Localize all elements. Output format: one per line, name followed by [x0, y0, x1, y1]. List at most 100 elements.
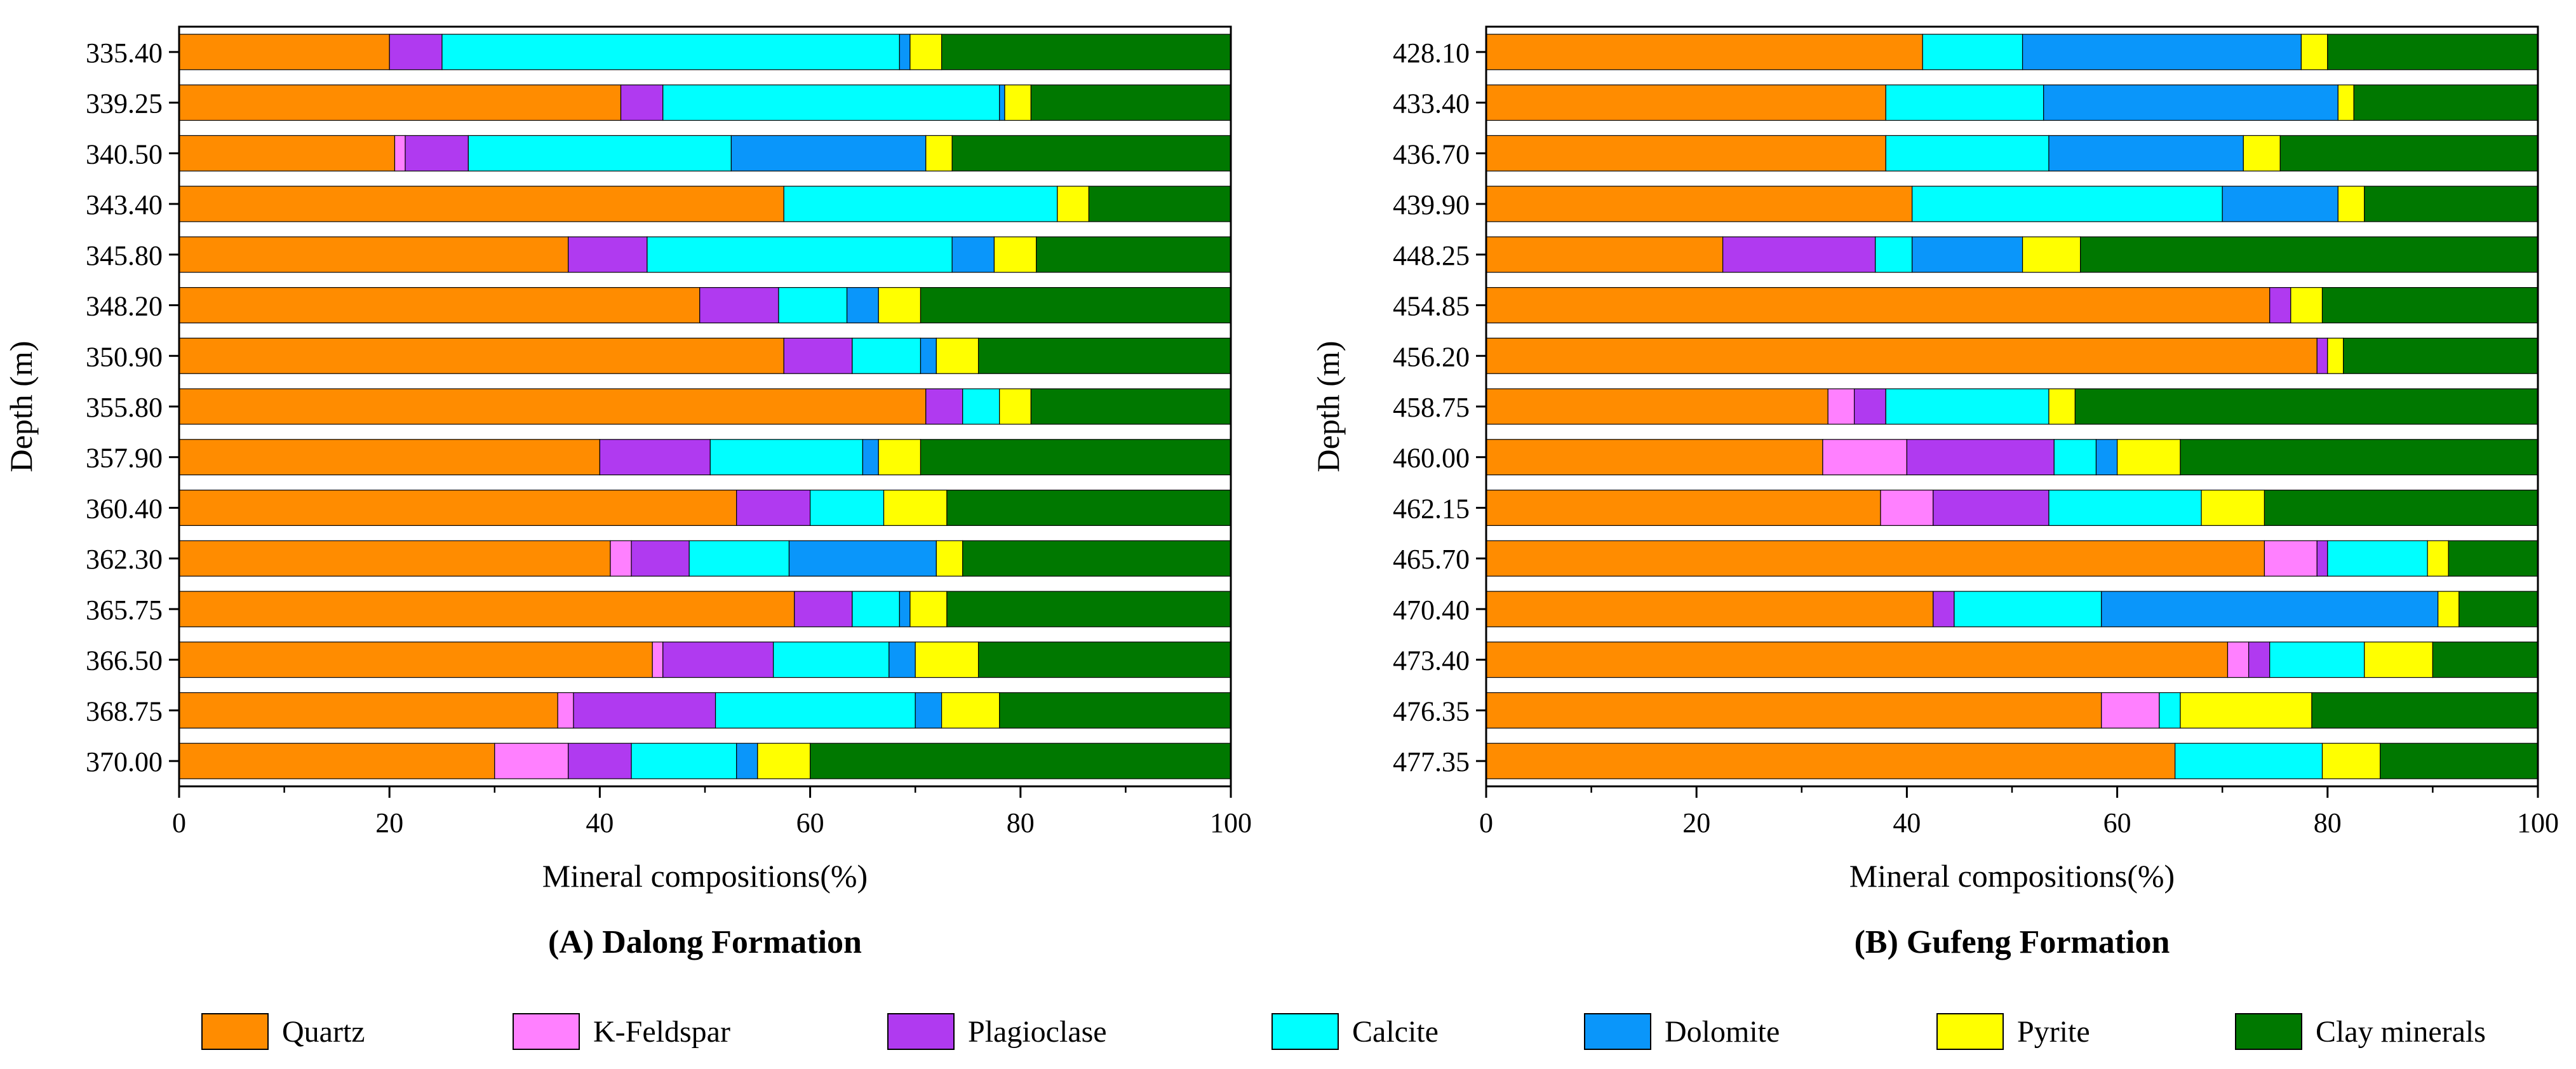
x-tick-label: 100 — [2517, 807, 2559, 838]
bar-segment-clay-minerals — [962, 540, 1231, 577]
bar-segment-quartz — [178, 540, 611, 577]
bar-segment-quartz — [1486, 135, 1886, 171]
bar-segment-k-feldspar — [2227, 642, 2250, 678]
y-tick-label: 343.40 — [86, 189, 163, 220]
legend-label-calcite: Calcite — [1352, 1015, 1439, 1049]
legend-swatch-dolomite — [1584, 1013, 1651, 1050]
bar-segment-quartz — [1486, 743, 2176, 779]
bar-segment-dolomite — [899, 34, 911, 71]
bar-segment-clay-minerals — [2380, 743, 2539, 779]
bar-segment-calcite — [662, 84, 1000, 121]
bar-segment-dolomite — [889, 642, 916, 678]
bar-segment-k-feldspar — [652, 642, 664, 678]
bar-segment-calcite — [1875, 236, 1913, 273]
bar-segment-pyrite — [2048, 388, 2076, 425]
bar-segment-dolomite — [915, 692, 943, 729]
bar-segment-clay-minerals — [2327, 34, 2539, 71]
bar-segment-calcite — [1885, 84, 2044, 121]
y-tick-label: 355.80 — [86, 392, 163, 423]
x-tick-label: 20 — [1682, 807, 1710, 838]
legend: Quartz K-Feldspar Plagioclase Calcite Dolomi… — [201, 1013, 2486, 1050]
bar-segment-quartz — [178, 489, 737, 526]
bar-segment-pyrite — [999, 388, 1031, 425]
bar-segment-dolomite — [788, 540, 937, 577]
bar-segment-k-feldspar — [1880, 489, 1934, 526]
bar-segment-plagioclase — [783, 337, 853, 374]
bar-segment-quartz — [178, 591, 795, 628]
bar-segment-dolomite — [2095, 439, 2118, 476]
panel-title: (A) Dalong Formation — [548, 924, 862, 960]
y-tick-label: 360.40 — [86, 493, 163, 524]
bar-segment-calcite — [962, 388, 1000, 425]
y-tick-label: 458.75 — [1393, 392, 1470, 423]
bar-segment-calcite — [1912, 185, 2223, 222]
bar-segment-plagioclase — [2269, 287, 2291, 324]
bar-segment-pyrite — [2427, 540, 2449, 577]
bar-segment-quartz — [1486, 337, 2318, 374]
bar-segment-dolomite — [2101, 591, 2439, 628]
bar-segment-calcite — [2327, 540, 2428, 577]
x-tick-label: 0 — [1479, 807, 1493, 838]
bar-segment-pyrite — [878, 439, 922, 476]
y-tick-label: 448.25 — [1393, 240, 1470, 271]
bar-segment-k-feldspar — [494, 743, 569, 779]
y-tick-label: 436.70 — [1393, 138, 1470, 170]
y-tick-label: 335.40 — [86, 37, 163, 69]
legend-swatch-quartz — [201, 1013, 269, 1050]
bar-segment-pyrite — [2180, 692, 2312, 729]
bar-segment-clay-minerals — [2343, 337, 2539, 374]
bar-segment-pyrite — [1004, 84, 1031, 121]
bar-segment-plagioclase — [389, 34, 443, 71]
bar-segment-dolomite — [2222, 185, 2338, 222]
bar-segment-clay-minerals — [1030, 84, 1231, 121]
y-axis-label: Depth (m) — [1310, 341, 1346, 473]
x-tick-label: 20 — [375, 807, 403, 838]
bar-segment-clay-minerals — [977, 642, 1231, 678]
bar-segment-quartz — [1486, 287, 2271, 324]
bar-segment-plagioclase — [1933, 591, 1955, 628]
bar-segment-quartz — [1486, 34, 1923, 71]
x-tick-label: 80 — [2314, 807, 2342, 838]
legend-swatch-calcite — [1271, 1013, 1339, 1050]
bar-segment-pyrite — [2290, 287, 2323, 324]
y-tick-label: 340.50 — [86, 138, 163, 170]
bar-segment-quartz — [1486, 236, 1724, 273]
bar-segment-plagioclase — [2316, 337, 2328, 374]
bar-segment-calcite — [1922, 34, 2023, 71]
y-tick-label: 428.10 — [1393, 37, 1470, 69]
y-tick-label: 460.00 — [1393, 443, 1470, 474]
bar-segment-calcite — [2053, 439, 2097, 476]
bar-segment-quartz — [1486, 692, 2102, 729]
bar-segment-clay-minerals — [2264, 489, 2539, 526]
bar-segment-plagioclase — [2248, 642, 2271, 678]
bar-segment-quartz — [178, 84, 622, 121]
bar-segment-quartz — [1486, 591, 1934, 628]
bar-segment-pyrite — [936, 540, 963, 577]
bar-segment-calcite — [773, 642, 890, 678]
bar-segment-pyrite — [757, 743, 811, 779]
bar-segment-clay-minerals — [2311, 692, 2539, 729]
bar-segment-clay-minerals — [977, 337, 1231, 374]
bar-segment-pyrite — [2300, 34, 2328, 71]
bar-segment-pyrite — [883, 489, 948, 526]
bar-segment-quartz — [1486, 439, 1823, 476]
panel-title: (B) Gufeng Formation — [1855, 924, 2170, 960]
bar-segment-pyrite — [2117, 439, 2181, 476]
bar-segment-clay-minerals — [2321, 287, 2539, 324]
bar-segment-calcite — [852, 337, 922, 374]
bar-segment-calcite — [2175, 743, 2323, 779]
bar-segment-clay-minerals — [2364, 185, 2539, 222]
bar-segment-dolomite — [2022, 34, 2302, 71]
bar-segment-quartz — [178, 743, 495, 779]
bar-segment-quartz — [1486, 642, 2229, 678]
bar-segment-plagioclase — [599, 439, 711, 476]
legend-label-clay-minerals: Clay minerals — [2316, 1015, 2486, 1049]
bar-segment-calcite — [783, 185, 1058, 222]
bar-segment-calcite — [2269, 642, 2365, 678]
bar-segment-pyrite — [915, 642, 979, 678]
bar-segment-dolomite — [999, 84, 1005, 121]
x-axis-label: Mineral compositions(%) — [1849, 858, 2175, 894]
bar-segment-quartz — [178, 439, 601, 476]
x-axis-label: Mineral compositions(%) — [542, 858, 868, 894]
